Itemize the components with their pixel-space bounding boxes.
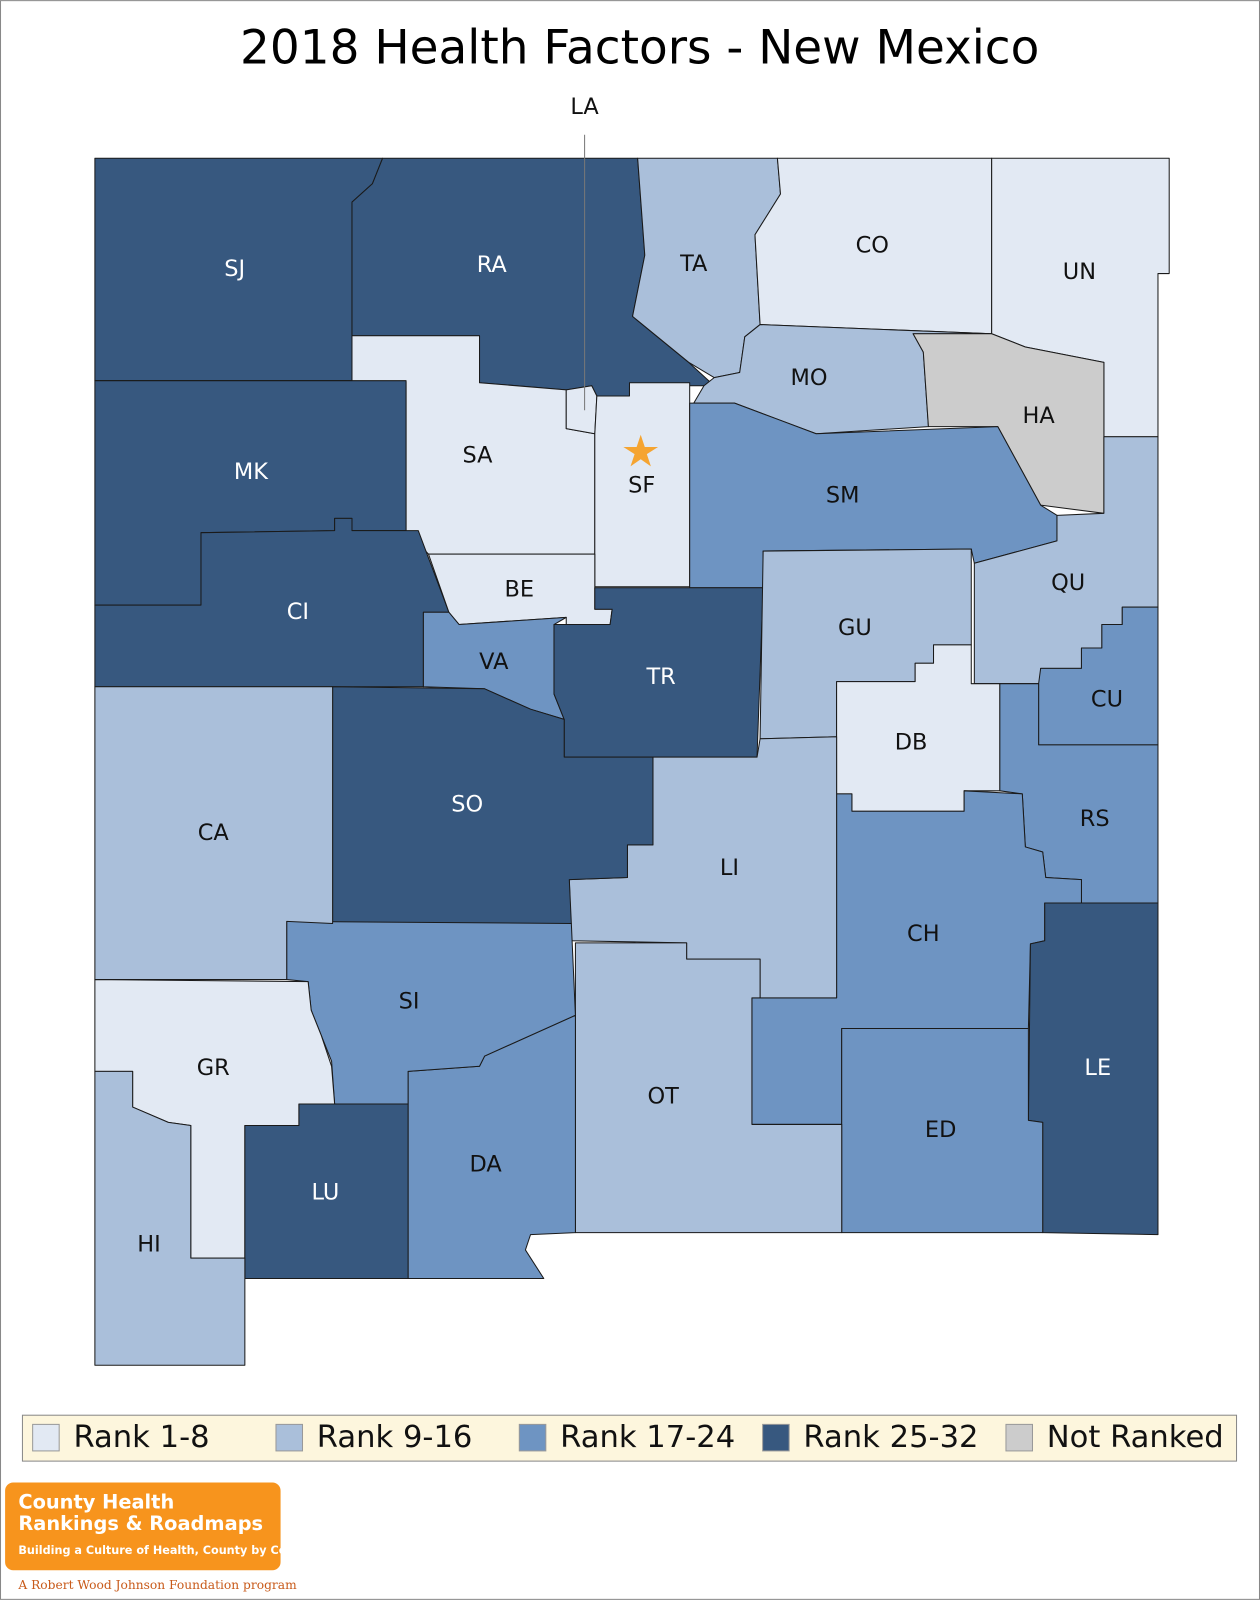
county-label: SF (628, 472, 655, 498)
legend-swatch (275, 1423, 304, 1452)
county-label: SI (399, 989, 420, 1015)
legend-swatch (762, 1423, 790, 1452)
county-label: VA (479, 649, 509, 675)
legend-swatch (32, 1423, 60, 1452)
county-label: BE (505, 576, 535, 602)
county-label: DA (470, 1152, 503, 1178)
county-label: SJ (224, 256, 245, 282)
legend-label: Not Ranked (1047, 1420, 1224, 1455)
county-label: LA (570, 94, 599, 120)
legend-label: Rank 9-16 (317, 1420, 473, 1455)
county (553, 587, 764, 758)
legend-swatch (1005, 1423, 1033, 1452)
county-label: SM (826, 482, 860, 508)
legend-label: Rank 25-32 (803, 1420, 978, 1455)
county-label: QU (1051, 570, 1085, 596)
county-label: MK (234, 459, 269, 485)
county (94, 1070, 246, 1366)
county (912, 333, 1105, 514)
legend-swatch (518, 1423, 547, 1452)
counties (94, 157, 1170, 1366)
county-label: RS (1080, 806, 1110, 832)
county-label: LU (312, 1179, 340, 1205)
county-label: CA (198, 820, 230, 846)
county-label: CI (287, 599, 309, 625)
county-label: CH (907, 921, 940, 947)
county (574, 942, 843, 1234)
logo-program: A Robert Wood Johnson Foundation program (17, 1578, 297, 1592)
county-label: TA (679, 251, 708, 277)
county-label: DB (895, 729, 928, 755)
county-label: ED (925, 1117, 956, 1143)
county-label: CU (1091, 687, 1123, 713)
county-label: HI (137, 1231, 161, 1257)
county-label: UN (1063, 259, 1096, 285)
legend-box (21, 1414, 1238, 1462)
legend-label: Rank 17-24 (560, 1420, 735, 1455)
county-label: GU (838, 615, 872, 641)
legend: Rank 1-8 Rank 9-16 Rank 17-24 Rank 25-32 Not… (32, 1420, 1224, 1455)
capital-star (623, 434, 659, 467)
county-label: TR (645, 664, 675, 690)
logo-line: County Health (18, 1490, 174, 1513)
county-label: HA (1022, 403, 1055, 429)
county-label: LI (720, 855, 739, 881)
map-title: 2018 Health Factors - New Mexico (240, 21, 1039, 76)
county-label: SA (462, 443, 493, 469)
county-label: OT (647, 1083, 679, 1109)
legend-label: Rank 1-8 (73, 1420, 209, 1455)
logo-line: Rankings & Roadmaps (18, 1512, 263, 1535)
county-label: GR (197, 1055, 230, 1081)
county-label: MO (791, 365, 828, 391)
logo-box (5, 1482, 281, 1571)
county (565, 385, 598, 435)
county-label: LE (1084, 1055, 1111, 1081)
county-label: RA (477, 252, 508, 278)
county-label: CO (856, 233, 889, 259)
logo-tagline: Building a Culture of Health, County by … (18, 1544, 315, 1557)
county-label: SO (451, 792, 483, 818)
county (1038, 606, 1159, 746)
